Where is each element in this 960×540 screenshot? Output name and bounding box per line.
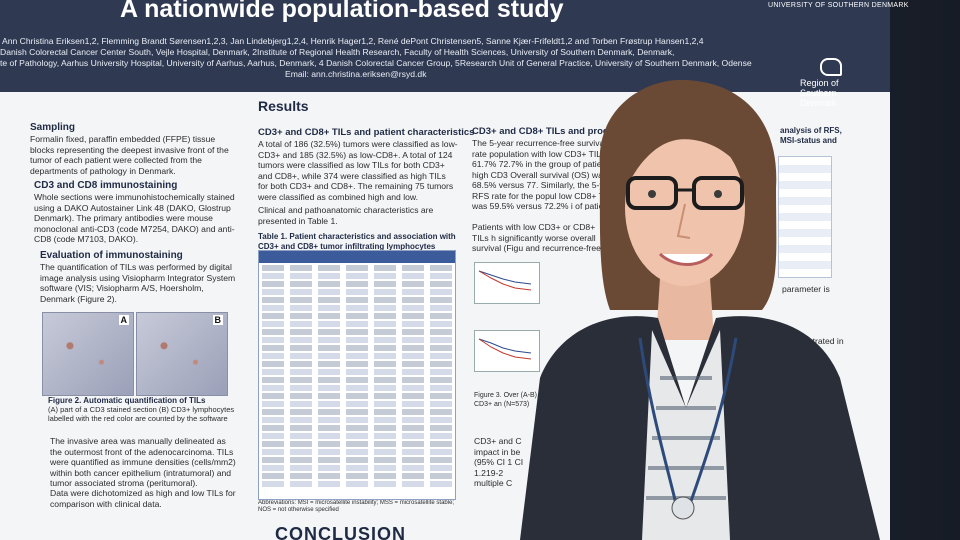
- table-row: [262, 465, 452, 471]
- prognosis-bottom-text: CD3+ and C impact in be (95% CI 1 CI 1.2…: [474, 436, 524, 488]
- immunostaining-text: Whole sections were immunohistochemicall…: [34, 192, 235, 244]
- author-line: Ann Christina Eriksen1,2, Flemming Brand…: [2, 36, 704, 46]
- table-row: [262, 281, 452, 287]
- table-row: [262, 393, 452, 399]
- email-line: Email: ann.christina.eriksen@rsyd.dk: [285, 69, 427, 79]
- table-caption: Table 1. Patient characteristics and ass…: [258, 232, 456, 251]
- presenter-photo: [480, 78, 900, 540]
- results-heading: Results: [258, 98, 309, 114]
- multivariate-note: parameter is: [782, 284, 830, 294]
- conclusion-heading: CONCLUSION: [275, 524, 406, 540]
- figure-caption: (A) part of a CD3 stained section (B) CD…: [48, 405, 235, 423]
- results-text-2: Clinical and pathoanatomic characteristi…: [258, 205, 434, 226]
- table-row: [262, 409, 452, 415]
- prognosis-text: The 5-year recurrence-free survival (RFS…: [472, 138, 632, 210]
- survival-curve-b: [474, 330, 540, 372]
- micrograph-b: B: [136, 312, 228, 396]
- table-row: [262, 449, 452, 455]
- author-block: Ann Christina Eriksen1,2, Flemming Brand…: [0, 36, 760, 80]
- table-row: [262, 345, 452, 351]
- table-row: [262, 273, 452, 279]
- affiliation-line: Danish Colorectal Cancer Center South, V…: [0, 47, 675, 57]
- affiliation-line: te of Pathology, Aarhus University Hospi…: [0, 58, 752, 68]
- poster-header: A nationwide population-based study Ann …: [0, 0, 909, 108]
- invasive-area-text: The invasive area was manually delineate…: [50, 436, 236, 488]
- survival-curve-a: [474, 262, 540, 304]
- panel-label: B: [212, 315, 223, 325]
- figure-caption-heading: Figure 2. Automatic quantification of TI…: [48, 396, 206, 405]
- immunostaining-heading: CD3 and CD8 immunostaining: [34, 180, 178, 191]
- panel-label: A: [118, 315, 129, 325]
- results-subheading: CD3+ and CD8+ TILs and patient character…: [258, 127, 475, 138]
- table-header-row: [259, 251, 455, 263]
- table-row: [262, 297, 452, 303]
- table-row: [262, 441, 452, 447]
- table-row: [262, 377, 452, 383]
- table-row: [262, 481, 452, 487]
- table-row: [262, 321, 452, 327]
- table-row: [262, 417, 452, 423]
- table-row: [262, 337, 452, 343]
- patient-characteristics-table: [258, 250, 456, 500]
- table-row: [262, 329, 452, 335]
- table-row: [262, 385, 452, 391]
- prognosis-heading: CD3+ and CD8+ TILs and prognosis: [472, 126, 634, 137]
- table-row: [262, 353, 452, 359]
- region-logo-text: Region of Southern Denmark: [800, 78, 839, 108]
- table-row: [262, 361, 452, 367]
- table-footnote: Abbreviations: MSI = microsatellite inst…: [258, 500, 455, 513]
- presenter-figure: [520, 79, 880, 540]
- prognosis-text-2: Patients with low CD3+ or CD8+ TILs h si…: [472, 222, 601, 254]
- poster-title: A nationwide population-based study: [120, 0, 564, 23]
- sampling-text: Formalin fixed, paraffin embedded (FFPE)…: [30, 134, 229, 176]
- figure-3-caption: Figure 3. Over (A-B) CD3+ an (N=573): [474, 392, 538, 408]
- sampling-heading: Sampling: [30, 122, 76, 133]
- table-row: [262, 401, 452, 407]
- micrograph-a: A: [42, 312, 134, 396]
- dichotomized-text: Data were dichotomized as high and low T…: [50, 488, 236, 509]
- evaluation-heading: Evaluation of immunostaining: [40, 250, 183, 261]
- table-row: [262, 305, 452, 311]
- table-row: [262, 473, 452, 479]
- table-row: [262, 369, 452, 375]
- table-row: [262, 265, 452, 271]
- region-logo-icon: [820, 58, 842, 76]
- multivariate-heading: analysis of RFS, MSI-status and: [780, 126, 842, 145]
- university-logo: UNIVERSITY OF SOUTHERN DENMARK: [768, 2, 909, 9]
- table-row: [262, 433, 452, 439]
- region-logo: Region of Southern Denmark: [800, 58, 870, 108]
- results-text: A total of 186 (32.5%) tumors were class…: [258, 139, 458, 202]
- evaluation-text: The quantification of TILs was performed…: [40, 262, 236, 304]
- multivariate-table: [778, 156, 832, 278]
- table-row: [262, 457, 452, 463]
- table-row: [262, 425, 452, 431]
- table-row: [262, 289, 452, 295]
- table-row: [262, 313, 452, 319]
